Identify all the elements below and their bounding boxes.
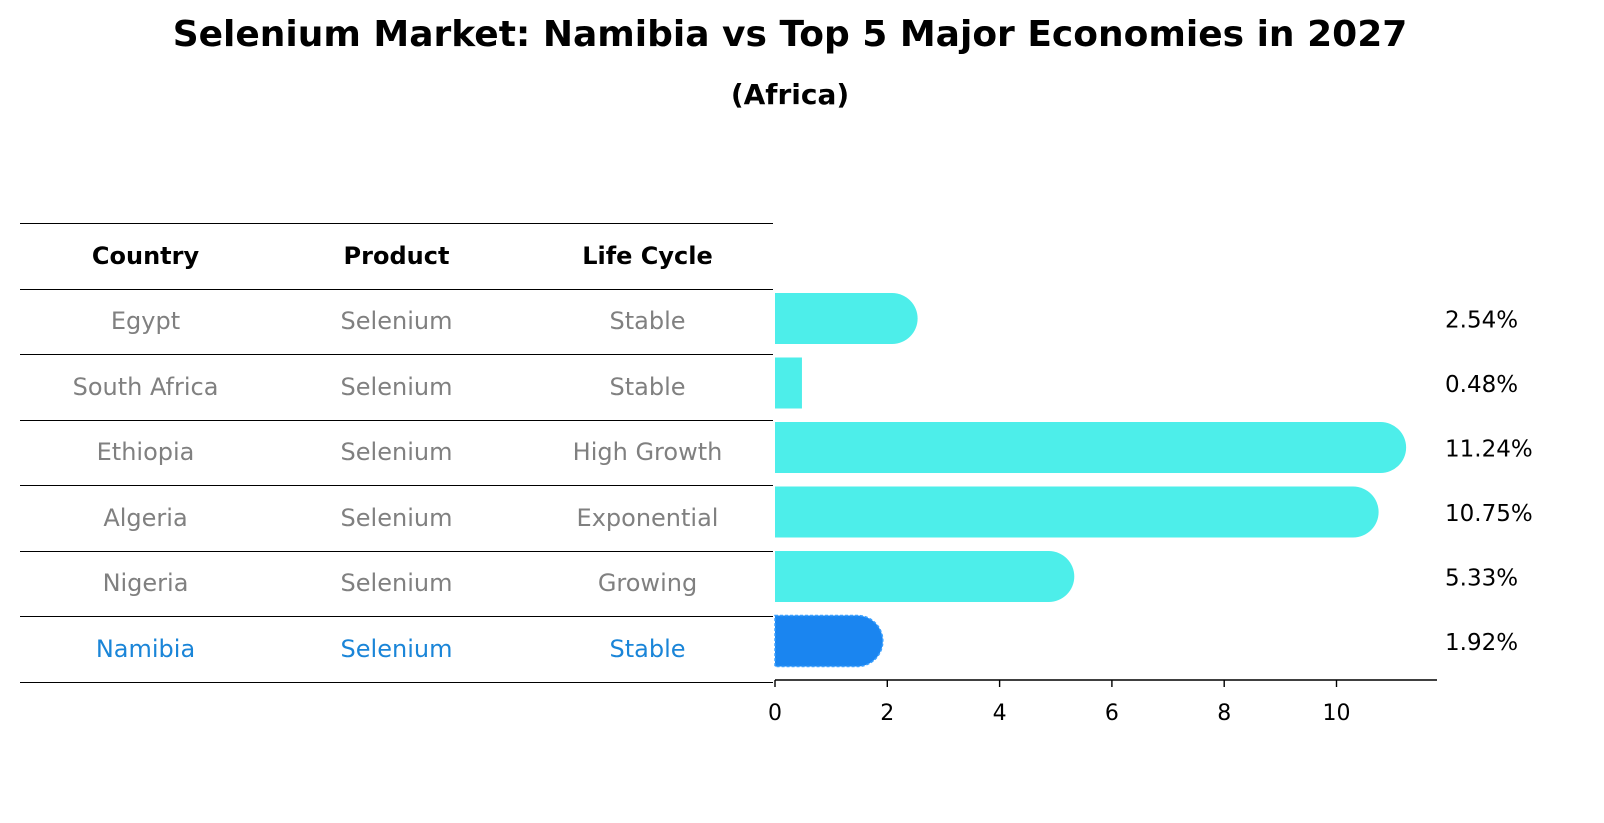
table-cell-life-cycle: High Growth [572, 438, 723, 467]
table-rule [20, 616, 773, 617]
table-cell-product: Selenium [340, 634, 453, 663]
table-cell-life-cycle: Stable [609, 372, 686, 401]
bar-algeria [775, 486, 1379, 538]
table-cell-country: Egypt [110, 307, 181, 336]
bar-ethiopia [775, 422, 1407, 473]
x-tick-label: 0 [768, 701, 782, 726]
data-label: 10.75% [1445, 501, 1533, 527]
data-label: 11.24% [1445, 437, 1533, 463]
table-rule [20, 485, 773, 486]
table-rule [20, 419, 773, 421]
table-cell-country: Ethiopia [96, 438, 195, 467]
table-header-product: Product [343, 241, 450, 270]
x-tick-label: 2 [880, 701, 894, 726]
chart-subtitle: (Africa) [730, 78, 850, 111]
table-cell-life-cycle: Growing [597, 569, 698, 598]
table-cell-product: Selenium [340, 372, 453, 401]
table-cell-country: Namibia [95, 634, 196, 663]
bar-namibia [774, 614, 884, 668]
table-cell-country: South Africa [72, 372, 219, 401]
bar-nigeria [775, 551, 1075, 602]
table-cell-product: Selenium [340, 438, 453, 467]
data-label: 0.48% [1445, 372, 1518, 398]
x-tick-label: 8 [1217, 701, 1231, 726]
bar-egypt [775, 293, 918, 344]
table-cell-product: Selenium [340, 503, 453, 532]
table-rule [20, 354, 773, 355]
table-cell-life-cycle: Exponential [576, 503, 719, 532]
bar-south-africa [775, 357, 802, 409]
data-label: 1.92% [1445, 630, 1518, 656]
table-header-country: Country [91, 241, 200, 270]
table-rule [20, 223, 773, 224]
x-tick-label: 10 [1323, 701, 1351, 726]
table-rule [20, 288, 773, 290]
table-rule [20, 550, 773, 552]
table-cell-product: Selenium [340, 569, 453, 598]
data-label: 5.33% [1445, 566, 1518, 592]
table-cell-country: Algeria [103, 503, 188, 532]
data-label: 2.54% [1445, 308, 1518, 334]
table-cell-life-cycle: Stable [609, 634, 686, 663]
x-tick-label: 6 [1105, 701, 1119, 726]
chart-title: Selenium Market: Namibia vs Top 5 Major … [172, 14, 1408, 55]
table-header-life-cycle: Life Cycle [582, 241, 713, 270]
table-cell-country: Nigeria [102, 569, 189, 598]
table-cell-product: Selenium [340, 307, 453, 336]
table-rule [20, 681, 773, 683]
table-cell-life-cycle: Stable [609, 307, 686, 336]
x-tick-label: 4 [993, 701, 1007, 726]
